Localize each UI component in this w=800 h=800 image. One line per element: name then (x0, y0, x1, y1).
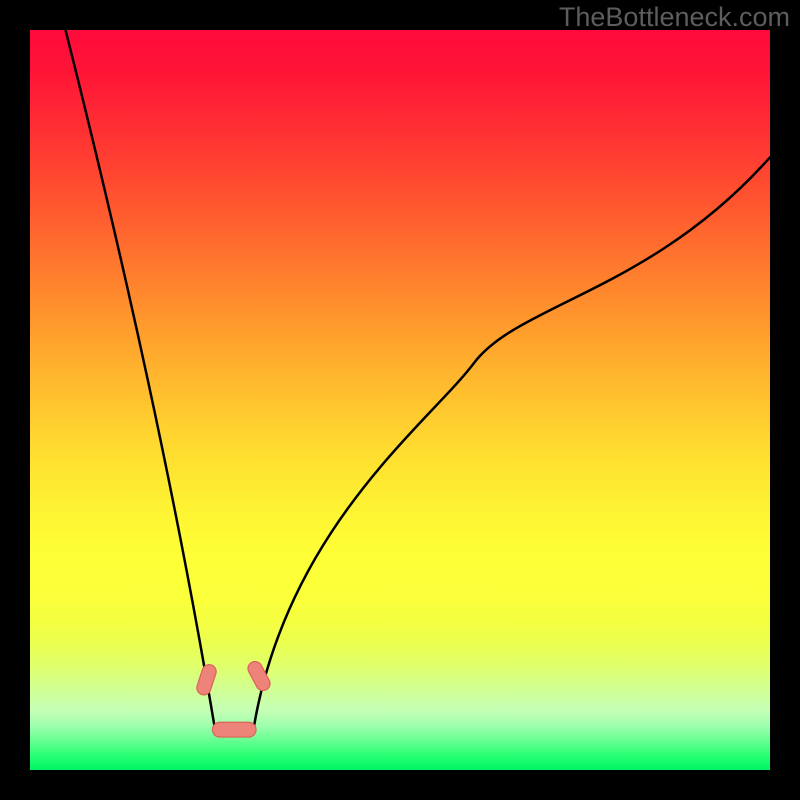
watermark-text: TheBottleneck.com (559, 2, 790, 33)
plot-background (30, 30, 770, 770)
chart-container: TheBottleneck.com (0, 0, 800, 800)
plot-area (30, 30, 770, 770)
marker-capsule (212, 722, 256, 737)
